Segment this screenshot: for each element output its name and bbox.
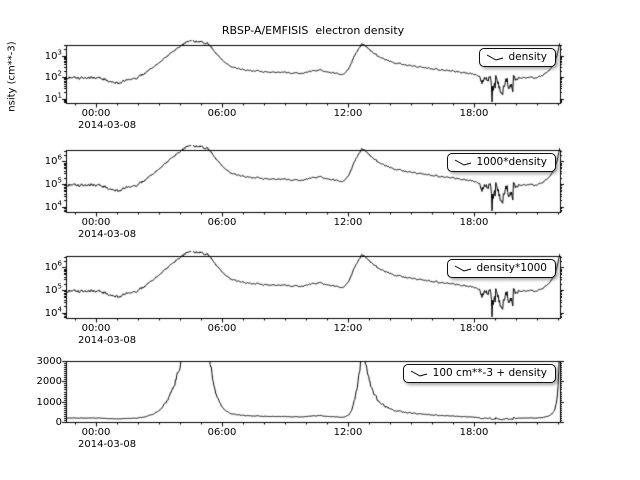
x-tick-label: 18:00: [459, 217, 489, 228]
x-tick-label: 12:00: [333, 108, 363, 119]
legend-panel-3: density*1000: [446, 259, 556, 278]
legend-line-icon: [486, 54, 503, 61]
y-tick-label: 103: [44, 48, 62, 62]
y-tick-label: 106: [44, 153, 62, 167]
date-label: 2014-03-08: [78, 439, 137, 450]
x-tick-label: 06:00: [207, 323, 237, 334]
legend-label: density: [508, 51, 548, 63]
chart-title: RBSP-A/EMFISIS electron density: [221, 24, 405, 37]
legend-line-icon: [454, 265, 471, 272]
y-tick-label: 0: [55, 417, 62, 428]
y-tick-label: 1000: [36, 397, 62, 408]
date-label: 2014-03-08: [78, 120, 137, 131]
date-label: 2014-03-08: [78, 335, 137, 346]
legend-panel-1: density: [478, 48, 556, 67]
y-tick-label: 105: [44, 176, 62, 190]
x-tick-label: 00:00: [81, 217, 111, 228]
y-tick-label: 105: [44, 282, 62, 296]
x-tick-label: 18:00: [459, 323, 489, 334]
y-tick-label: 106: [44, 259, 62, 273]
y-tick-label: 101: [44, 91, 62, 105]
legend-label: 1000*density: [476, 156, 547, 168]
x-tick-label: 12:00: [333, 217, 363, 228]
x-tick-label: 00:00: [81, 427, 111, 438]
date-label: 2014-03-08: [78, 229, 137, 240]
legend-panel-4: 100 cm**-3 + density: [402, 364, 556, 383]
x-tick-label: 06:00: [207, 427, 237, 438]
legend-panel-2: 1000*density: [446, 153, 556, 172]
x-tick-label: 12:00: [333, 323, 363, 334]
x-tick-label: 06:00: [207, 217, 237, 228]
legend-line-icon: [410, 370, 427, 377]
x-tick-label: 00:00: [81, 108, 111, 119]
y-tick-label: 102: [44, 69, 62, 83]
x-tick-label: 18:00: [459, 108, 489, 119]
y-tick-label: 104: [44, 199, 62, 213]
y-tick-label: 2000: [36, 376, 62, 387]
x-tick-label: 12:00: [333, 427, 363, 438]
x-tick-label: 18:00: [459, 427, 489, 438]
y-tick-label: 104: [44, 305, 62, 319]
legend-label: density*1000: [476, 262, 547, 274]
legend-line-icon: [454, 159, 471, 166]
x-tick-label: 06:00: [207, 108, 237, 119]
y-tick-label: 3000: [36, 356, 62, 367]
x-tick-label: 00:00: [81, 323, 111, 334]
legend-label: 100 cm**-3 + density: [432, 367, 547, 379]
